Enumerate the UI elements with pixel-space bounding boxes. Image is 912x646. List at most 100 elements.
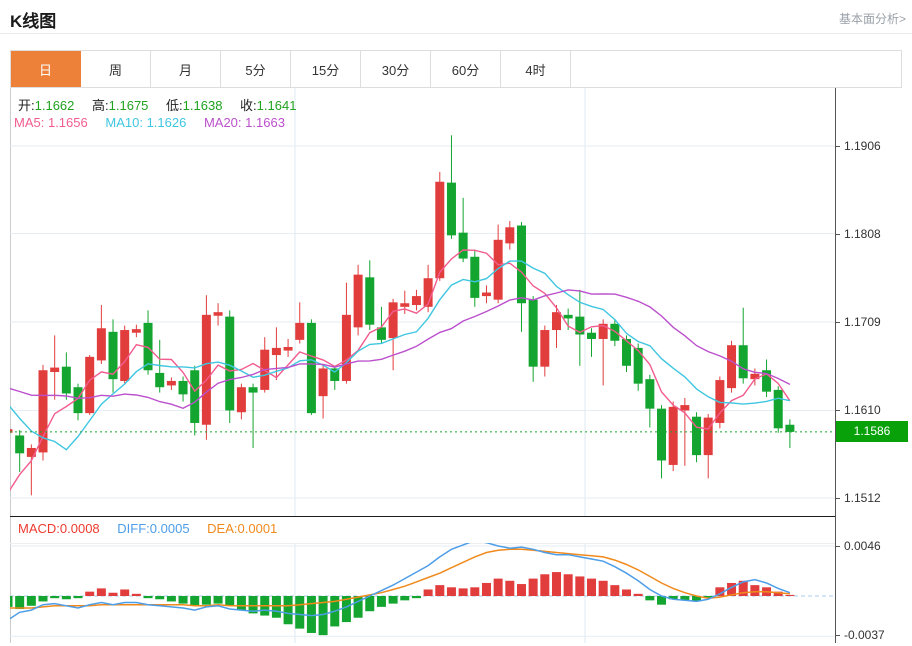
- price-label-1: 1.1906: [844, 139, 881, 153]
- candle-up: [131, 329, 141, 333]
- page-title: K线图: [10, 12, 57, 31]
- candle-up: [166, 380, 176, 386]
- candle-down: [15, 435, 25, 454]
- candle-down: [365, 277, 375, 325]
- ohlc-info-row: 开:1.1662 高:1.1675 低:1.1638 收:1.1641: [18, 95, 310, 114]
- ma20-label: MA20:: [203, 115, 242, 130]
- candle-down: [575, 316, 585, 335]
- macd-bar-negative: [38, 596, 48, 602]
- candle-down: [633, 347, 643, 384]
- candle-down: [61, 366, 71, 394]
- tab-15min[interactable]: 15分: [291, 51, 361, 87]
- kline-chart-area[interactable]: [10, 88, 836, 643]
- candle-up: [551, 312, 561, 331]
- candle-down: [528, 299, 538, 367]
- ma5-label: MA5:: [14, 115, 45, 130]
- low-label: 低:: [166, 98, 183, 113]
- macd-bar-negative: [376, 596, 386, 607]
- tab-60min[interactable]: 60分: [431, 51, 501, 87]
- macd-bar-positive: [575, 576, 585, 596]
- macd-bar-negative: [668, 596, 678, 600]
- dea-value: 0.0001: [237, 521, 278, 536]
- macd-bar-negative: [365, 596, 375, 612]
- macd-bar-positive: [540, 574, 550, 596]
- candle-down: [155, 372, 165, 388]
- candle-up: [411, 296, 421, 306]
- macd-bar-positive: [563, 574, 573, 596]
- tab-5min[interactable]: 5分: [221, 51, 291, 87]
- candle-down: [446, 182, 456, 236]
- macd-bar-positive: [773, 591, 783, 596]
- dea-line: [10, 548, 790, 609]
- candle-up: [481, 292, 491, 297]
- candle-down: [376, 327, 386, 340]
- macd-bar-positive: [505, 580, 515, 596]
- axis-tick: [835, 146, 840, 147]
- tab-4hour[interactable]: 4时: [501, 51, 571, 87]
- ma5-line: [10, 249, 791, 491]
- tab-day[interactable]: 日: [11, 51, 81, 87]
- candle-up: [38, 370, 48, 453]
- candle-up: [353, 274, 363, 328]
- header-divider: [0, 33, 912, 34]
- macd-bar-positive: [551, 572, 561, 596]
- tab-month[interactable]: 月: [151, 51, 221, 87]
- candle-down: [762, 370, 772, 392]
- macd-bar-positive: [108, 592, 118, 596]
- ma20-value: 1.1663: [245, 115, 285, 130]
- high-label: 高:: [92, 98, 109, 113]
- candle-up: [750, 373, 760, 380]
- candle-up: [295, 322, 305, 340]
- macd-bar-negative: [166, 596, 176, 602]
- candle-up: [50, 367, 60, 373]
- macd-bar-negative: [155, 596, 165, 600]
- macd-bar-positive: [131, 593, 141, 596]
- macd-bar-negative: [411, 596, 421, 599]
- macd-bar-negative: [225, 596, 235, 606]
- fundamental-analysis-link[interactable]: 基本面分析>: [838, 12, 906, 26]
- macd-bar-positive: [458, 588, 468, 596]
- candle-up: [703, 417, 713, 456]
- ma10-label: MA10:: [105, 115, 143, 130]
- macd-bar-negative: [680, 596, 690, 601]
- macd-axis-label-bottom: -0.0037: [844, 628, 885, 642]
- macd-bar-negative: [143, 596, 153, 599]
- macd-axis-label-top: 0.0046: [844, 539, 881, 553]
- candle-down: [178, 380, 188, 395]
- macd-bar-positive: [120, 589, 130, 596]
- dea-label: DEA:: [207, 521, 238, 536]
- macd-bar-positive: [715, 587, 725, 596]
- macd-bar-negative: [50, 596, 60, 599]
- tab-30min[interactable]: 30分: [361, 51, 431, 87]
- candle-down: [190, 370, 200, 423]
- macd-bar-negative: [271, 596, 281, 618]
- candle-down: [108, 331, 118, 380]
- macd-chart[interactable]: [10, 543, 836, 643]
- candle-down: [563, 314, 573, 319]
- macd-bar-positive: [622, 589, 632, 596]
- diff-label: DIFF:: [117, 521, 150, 536]
- low-value: 1.1638: [182, 98, 223, 113]
- macd-bar-positive: [481, 582, 491, 596]
- open-label: 开:: [18, 98, 35, 113]
- candle-up: [96, 328, 106, 361]
- macd-histogram: [10, 572, 795, 636]
- candle-up: [493, 239, 503, 300]
- macd-bar-positive: [633, 593, 643, 596]
- high-value: 1.1675: [108, 98, 149, 113]
- candle-up: [727, 345, 737, 389]
- candle-up: [388, 302, 398, 339]
- macd-bar-positive: [493, 578, 503, 596]
- candlestick-chart[interactable]: [10, 88, 836, 516]
- macd-bar-negative: [353, 596, 363, 618]
- macd-bar-negative: [645, 596, 655, 601]
- macd-bar-negative: [692, 596, 702, 602]
- tab-week[interactable]: 周: [81, 51, 151, 87]
- candle-down: [143, 322, 153, 371]
- candle-down: [458, 232, 468, 259]
- axis-tick: [835, 234, 840, 235]
- price-label-5: 1.1512: [844, 491, 881, 505]
- macd-bar-negative: [341, 596, 351, 623]
- macd-bar-negative: [26, 596, 36, 606]
- close-value: 1.1641: [256, 98, 297, 113]
